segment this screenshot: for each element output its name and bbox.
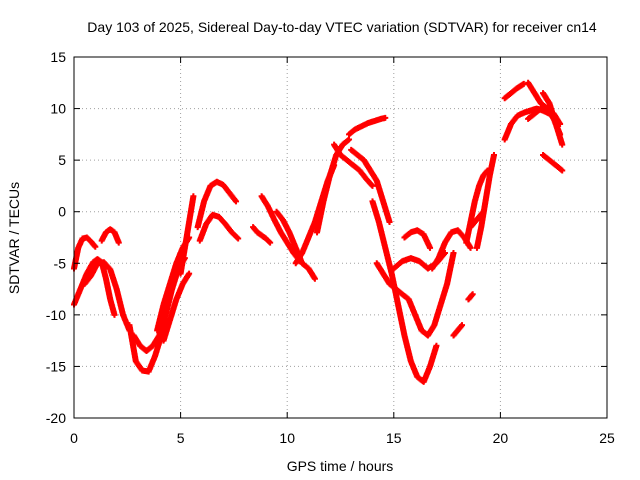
series-markers [369,198,440,385]
series-markers [273,208,318,282]
y-tick-label: -10 [46,307,66,323]
x-tick-label: 15 [386,430,402,446]
series-track-17 [331,141,376,189]
series-track-3 [81,259,133,334]
series-track-12 [250,224,274,246]
series-track-4 [98,226,122,246]
x-tick-label: 20 [493,430,509,446]
series-track-30 [501,80,527,102]
x-axis-label: GPS time / hours [287,458,394,474]
plot-frame [73,56,608,419]
x-tick-label: 25 [599,430,615,446]
y-tick-label: -15 [46,358,66,374]
y-tick-label: 10 [50,101,66,117]
series-track-13 [258,193,303,265]
series-track-29 [467,208,487,231]
y-tick-label: -20 [46,410,66,426]
y-axis-label: SDTVAR / TECUs [6,182,22,294]
series-track-19 [348,146,393,226]
series-track-11 [196,211,242,244]
series-markers [540,90,566,148]
series-track-34 [540,90,566,148]
series-markers [314,136,353,236]
y-tick-label: 15 [50,49,66,65]
series-track-10 [194,178,240,231]
y-tick-label: 5 [58,152,66,168]
series-markers [250,224,274,246]
x-tick-label: 0 [70,430,78,446]
series-track-21 [373,249,457,339]
grid-lines [74,57,607,418]
chart-title: Day 103 of 2025, Sidereal Day-to-day VTE… [87,19,597,35]
series-markers [346,114,389,138]
series-track-25 [450,322,466,339]
series-markers [401,227,434,251]
series-track-23 [401,227,434,251]
axis-ticks: 0 5 10 15 20 25 -20 -15 -10 -5 0 5 10 15 [46,49,615,446]
series-markers [540,151,566,174]
x-tick-label: 5 [177,430,185,446]
y-tick-label: 0 [58,204,66,220]
x-tick-label: 10 [279,430,295,446]
series-track-8 [160,270,193,344]
series-track-20 [369,198,440,385]
y-tick-label: -5 [54,255,67,271]
series-track-16 [314,136,353,236]
series-track-35 [540,151,566,174]
series-markers [501,80,527,102]
series-track-9 [177,193,197,277]
series-track-14 [273,208,318,282]
series-track-18 [346,114,389,138]
series-markers [98,226,122,246]
series-markers [194,178,240,231]
series-track-26 [465,291,476,303]
series-markers [465,291,476,303]
data-marks [71,79,566,385]
series-track-28 [473,151,498,251]
